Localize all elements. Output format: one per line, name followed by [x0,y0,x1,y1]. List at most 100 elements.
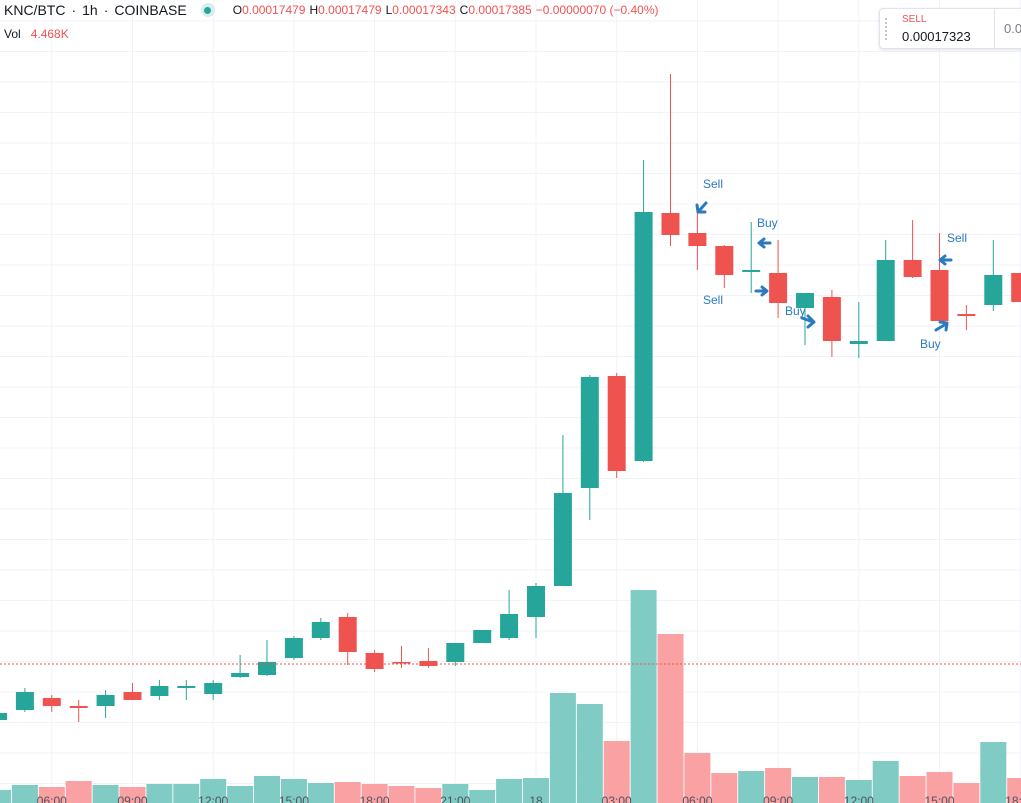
candle-body [500,614,519,638]
ohlc-item: O0.00017479 [233,3,306,17]
separator: · [103,2,109,18]
candle-body [42,698,61,706]
annotation-arrow [695,201,708,214]
candle-body [473,630,492,643]
ohlc-key: C [459,3,469,17]
ohlc-item: H0.00017479 [309,3,381,17]
candle-body [849,341,868,344]
candle-body [984,275,1003,305]
sell-price: 0.00017323 [902,29,971,44]
candle-body [580,377,599,488]
drag-handle[interactable] [884,17,888,41]
x-tick-label: 06:00 [682,794,712,803]
annotation: Buy [757,216,778,230]
candle-body [796,293,814,308]
candle-body [177,686,196,688]
volume-bar [899,776,926,803]
candle-body [96,695,115,706]
ohlc-key: H [309,3,319,17]
candle-body [661,213,680,235]
ohlc-item: L0.00017343 [386,3,456,17]
candle-body [527,586,545,617]
buy-price[interactable]: 0.0 [1004,21,1021,36]
annotation: Sell [947,231,967,245]
volume-bar [711,773,738,803]
x-tick-label: 18:00 [1005,794,1021,803]
x-tick-label: 15:00 [924,794,954,803]
volume-bar [415,788,442,803]
candle-body [123,692,142,700]
interval: 1h [82,2,98,18]
volume-bar [523,778,549,803]
candle-body [957,314,976,316]
x-tick-label: 21:00 [440,794,470,803]
annotation-arrow [938,254,953,266]
volume-bar [11,785,38,803]
volume-bar [549,693,576,803]
volume-bar [953,783,980,803]
ohlc-key: L [385,3,393,17]
candle-body [0,713,7,720]
x-tick-label: 06:00 [37,794,67,803]
sell-button[interactable]: SELL 0.00017323 [894,9,995,48]
annotation-arrow [934,320,949,332]
volume-bar [0,790,11,803]
status-dot[interactable] [200,3,215,17]
volume-bar [92,785,119,803]
change: −0.00000070 (−0.40%) [535,3,659,17]
annotation-arrow [800,314,816,329]
annotation-arrow [757,237,772,249]
candle-body [822,297,841,341]
volume-bar [576,704,603,803]
volume-bar [38,787,65,803]
sell-label: SELL [902,14,927,25]
ohlc-value: 0.00017385 [468,3,532,17]
volume-bar [818,777,845,803]
candle-body [634,212,653,461]
volume-bar [254,776,280,803]
volume-bar [603,741,630,803]
separator: · [71,2,77,18]
volume-bar [200,779,227,803]
ohlc-value: 0.00017479 [318,3,382,17]
volume-bar [872,761,899,803]
candle-body [204,683,223,694]
candle-body [231,673,250,677]
volume-bar [657,634,684,803]
volume-value: 4.468K [30,27,69,41]
ohlc-value: 0.00017343 [392,3,456,17]
legend-header: KNC/BTC · 1h · COINBASE O0.00017479 H0.0… [4,2,659,18]
candle-body [392,662,411,664]
volume-bar [980,742,1007,803]
candle-body [607,376,626,471]
volume-bar [469,790,496,803]
volume-bar [845,780,872,803]
x-tick-label: 18:00 [360,794,390,803]
x-tick-label: 12:00 [198,794,228,803]
candle-body [553,493,572,586]
ohlc-values: O0.00017479 H0.00017479 L0.00017343 C0.0… [233,3,659,17]
candle-body [715,246,734,275]
x-tick-label: 12:00 [844,794,874,803]
x-tick-label: 09:00 [763,794,793,803]
candle-body [150,686,169,696]
candle-body [446,643,465,662]
annotation: Sell [703,177,723,191]
volume-label: Vol [4,27,21,41]
x-tick-label: 15:00 [279,794,309,803]
candle-body [284,638,303,658]
ohlc-value: 0.00017479 [242,3,306,17]
volume-bars [0,590,1021,803]
annotation: Sell [703,293,723,307]
candle-body [742,270,761,272]
order-box: SELL 0.00017323 0.0 [879,8,1021,49]
annotation-arrow [754,285,769,297]
annotation: Buy [920,337,941,351]
ohlc-key: O [232,3,243,17]
symbol: KNC/BTC [4,2,66,18]
volume-bar [738,771,765,803]
volume-bar [65,781,92,803]
candle-body [930,270,949,321]
candle-body [903,260,922,277]
